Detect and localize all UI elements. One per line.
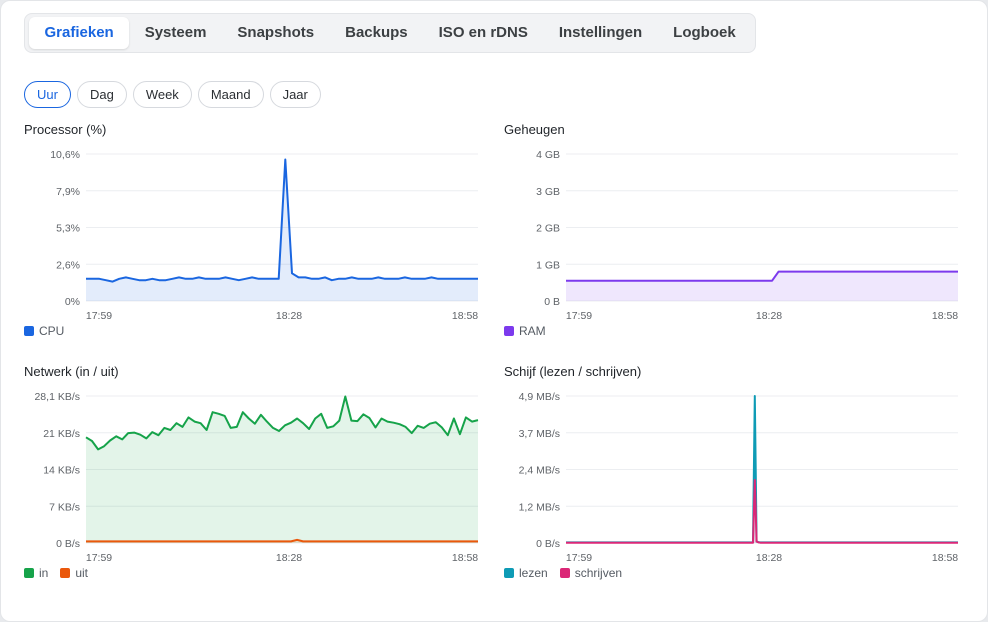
x-tick-label: 18:28: [276, 552, 302, 564]
tab-snapshots[interactable]: Snapshots: [237, 24, 315, 41]
legend-label-uit: uit: [75, 566, 89, 580]
x-tick-label: 18:58: [932, 552, 958, 564]
range-maand-button[interactable]: Maand: [197, 81, 264, 108]
ram-chart: Geheugen 0 B 1 GB 2 GB 3 GB 4 GB 17:59 18:28 18…: [504, 122, 964, 342]
series-area-schrijven: [566, 480, 958, 543]
y-tick-label: 0 B/s: [56, 538, 80, 550]
ram-swatch: [504, 326, 514, 336]
network-chart-title: Netwerk (in / uit): [24, 364, 119, 379]
series-area-in: [86, 396, 478, 543]
in-swatch: [24, 568, 34, 578]
legend-label-lezen: lezen: [519, 566, 548, 580]
x-tick-label: 18:28: [276, 310, 302, 322]
tab-logboek[interactable]: Logboek: [673, 24, 736, 41]
y-tick-label: 3,7 MB/s: [519, 428, 560, 440]
range-jaar-button[interactable]: Jaar: [269, 81, 321, 108]
legend-label-cpu: CPU: [39, 324, 65, 338]
series-line-schrijven: [566, 479, 958, 544]
legend-item-in[interactable]: in: [24, 566, 48, 580]
ram-chart-legend: RAM: [504, 324, 546, 338]
network-chart-legend: in uit: [24, 566, 88, 580]
disk-chart: Schijf (lezen / schrijven) 0 B/s 1,2 MB/s…: [504, 364, 964, 584]
y-tick-label: 4,9 MB/s: [519, 391, 560, 403]
series-line-CPU: [86, 158, 478, 283]
cpu-chart-plot[interactable]: 0% 2,6% 5,3% 7,9% 10,6% 17:59 18:28 18:58: [24, 142, 484, 322]
network-chart-plot[interactable]: 0 B/s 7 KB/s 14 KB/s 21 KB/s 28,1 KB/s 17:59 1…: [24, 384, 484, 564]
tab-iso-rdns[interactable]: ISO en rDNS: [438, 24, 528, 41]
tab-bar: Grafieken Systeem Snapshots Backups ISO …: [24, 13, 757, 53]
cpu-chart: Processor (%) 0% 2,6% 5,3% 7,9% 10,6% 17:59 18…: [24, 122, 484, 342]
x-tick-label: 18:28: [756, 552, 782, 564]
cpu-chart-title: Processor (%): [24, 122, 107, 137]
range-week-button[interactable]: Week: [132, 81, 192, 108]
range-uur-button[interactable]: Uur: [24, 81, 71, 108]
tab-grafieken[interactable]: Grafieken: [29, 17, 130, 49]
x-tick-label: 18:58: [452, 552, 478, 564]
disk-chart-plot[interactable]: 0 B/s 1,2 MB/s 2,4 MB/s 3,7 MB/s 4,9 MB/s 17:…: [504, 384, 964, 564]
range-dag-button[interactable]: Dag: [76, 81, 127, 108]
x-tick-label: 17:59: [86, 310, 112, 322]
legend-label-schrijven: schrijven: [574, 566, 623, 580]
x-tick-label: 18:58: [932, 310, 958, 322]
time-range-selector: Uur Dag Week Maand Jaar: [24, 81, 321, 108]
x-tick-label: 17:59: [566, 552, 592, 564]
y-tick-label: 7,9%: [56, 186, 80, 198]
x-tick-label: 18:28: [756, 310, 782, 322]
lezen-swatch: [504, 568, 514, 578]
y-tick-label: 14 KB/s: [43, 465, 80, 477]
cpu-chart-legend: CPU: [24, 324, 64, 338]
y-tick-label: 1 GB: [536, 259, 560, 271]
network-chart: Netwerk (in / uit) 0 B/s 7 KB/s 14 KB/s 21 …: [24, 364, 484, 584]
tab-systeem[interactable]: Systeem: [144, 24, 207, 41]
disk-chart-title: Schijf (lezen / schrijven): [504, 364, 642, 379]
x-tick-label: 18:58: [452, 310, 478, 322]
y-tick-label: 2,6%: [56, 259, 80, 271]
legend-item-cpu[interactable]: CPU: [24, 324, 64, 338]
y-tick-label: 5,3%: [56, 223, 80, 235]
series-line-in: [85, 395, 479, 451]
schrijven-swatch: [559, 568, 570, 578]
series-line-uit: [86, 538, 478, 543]
y-tick-label: 0 B/s: [536, 538, 560, 550]
y-tick-label: 4 GB: [536, 149, 560, 161]
cpu-swatch: [24, 326, 34, 336]
legend-label-ram: RAM: [519, 324, 546, 338]
uit-swatch: [60, 568, 71, 578]
y-tick-label: 2,4 MB/s: [519, 465, 560, 477]
legend-item-ram[interactable]: RAM: [504, 324, 546, 338]
legend-label-in: in: [39, 566, 49, 580]
tab-instellingen[interactable]: Instellingen: [558, 24, 643, 41]
y-tick-label: 3 GB: [536, 186, 560, 198]
y-tick-label: 0%: [65, 296, 80, 308]
legend-item-lezen[interactable]: lezen: [504, 566, 548, 580]
disk-chart-legend: lezen schrijven: [504, 566, 622, 580]
legend-item-uit[interactable]: uit: [60, 566, 88, 580]
y-tick-label: 1,2 MB/s: [519, 501, 560, 513]
series-line-RAM: [566, 270, 958, 282]
y-tick-label: 10,6%: [50, 149, 80, 161]
y-tick-label: 2 GB: [536, 223, 560, 235]
y-tick-label: 21 KB/s: [43, 428, 80, 440]
x-tick-label: 17:59: [566, 310, 592, 322]
ram-chart-plot[interactable]: 0 B 1 GB 2 GB 3 GB 4 GB 17:59 18:28 18:58: [504, 142, 964, 322]
series-area-RAM: [566, 271, 958, 301]
y-tick-label: 28,1 KB/s: [34, 391, 80, 403]
ram-chart-title: Geheugen: [504, 122, 565, 137]
y-tick-label: 0 B: [544, 296, 560, 308]
legend-item-schrijven[interactable]: schrijven: [559, 566, 623, 580]
tab-backups[interactable]: Backups: [345, 24, 408, 41]
y-tick-label: 7 KB/s: [49, 501, 80, 513]
x-tick-label: 17:59: [86, 552, 112, 564]
